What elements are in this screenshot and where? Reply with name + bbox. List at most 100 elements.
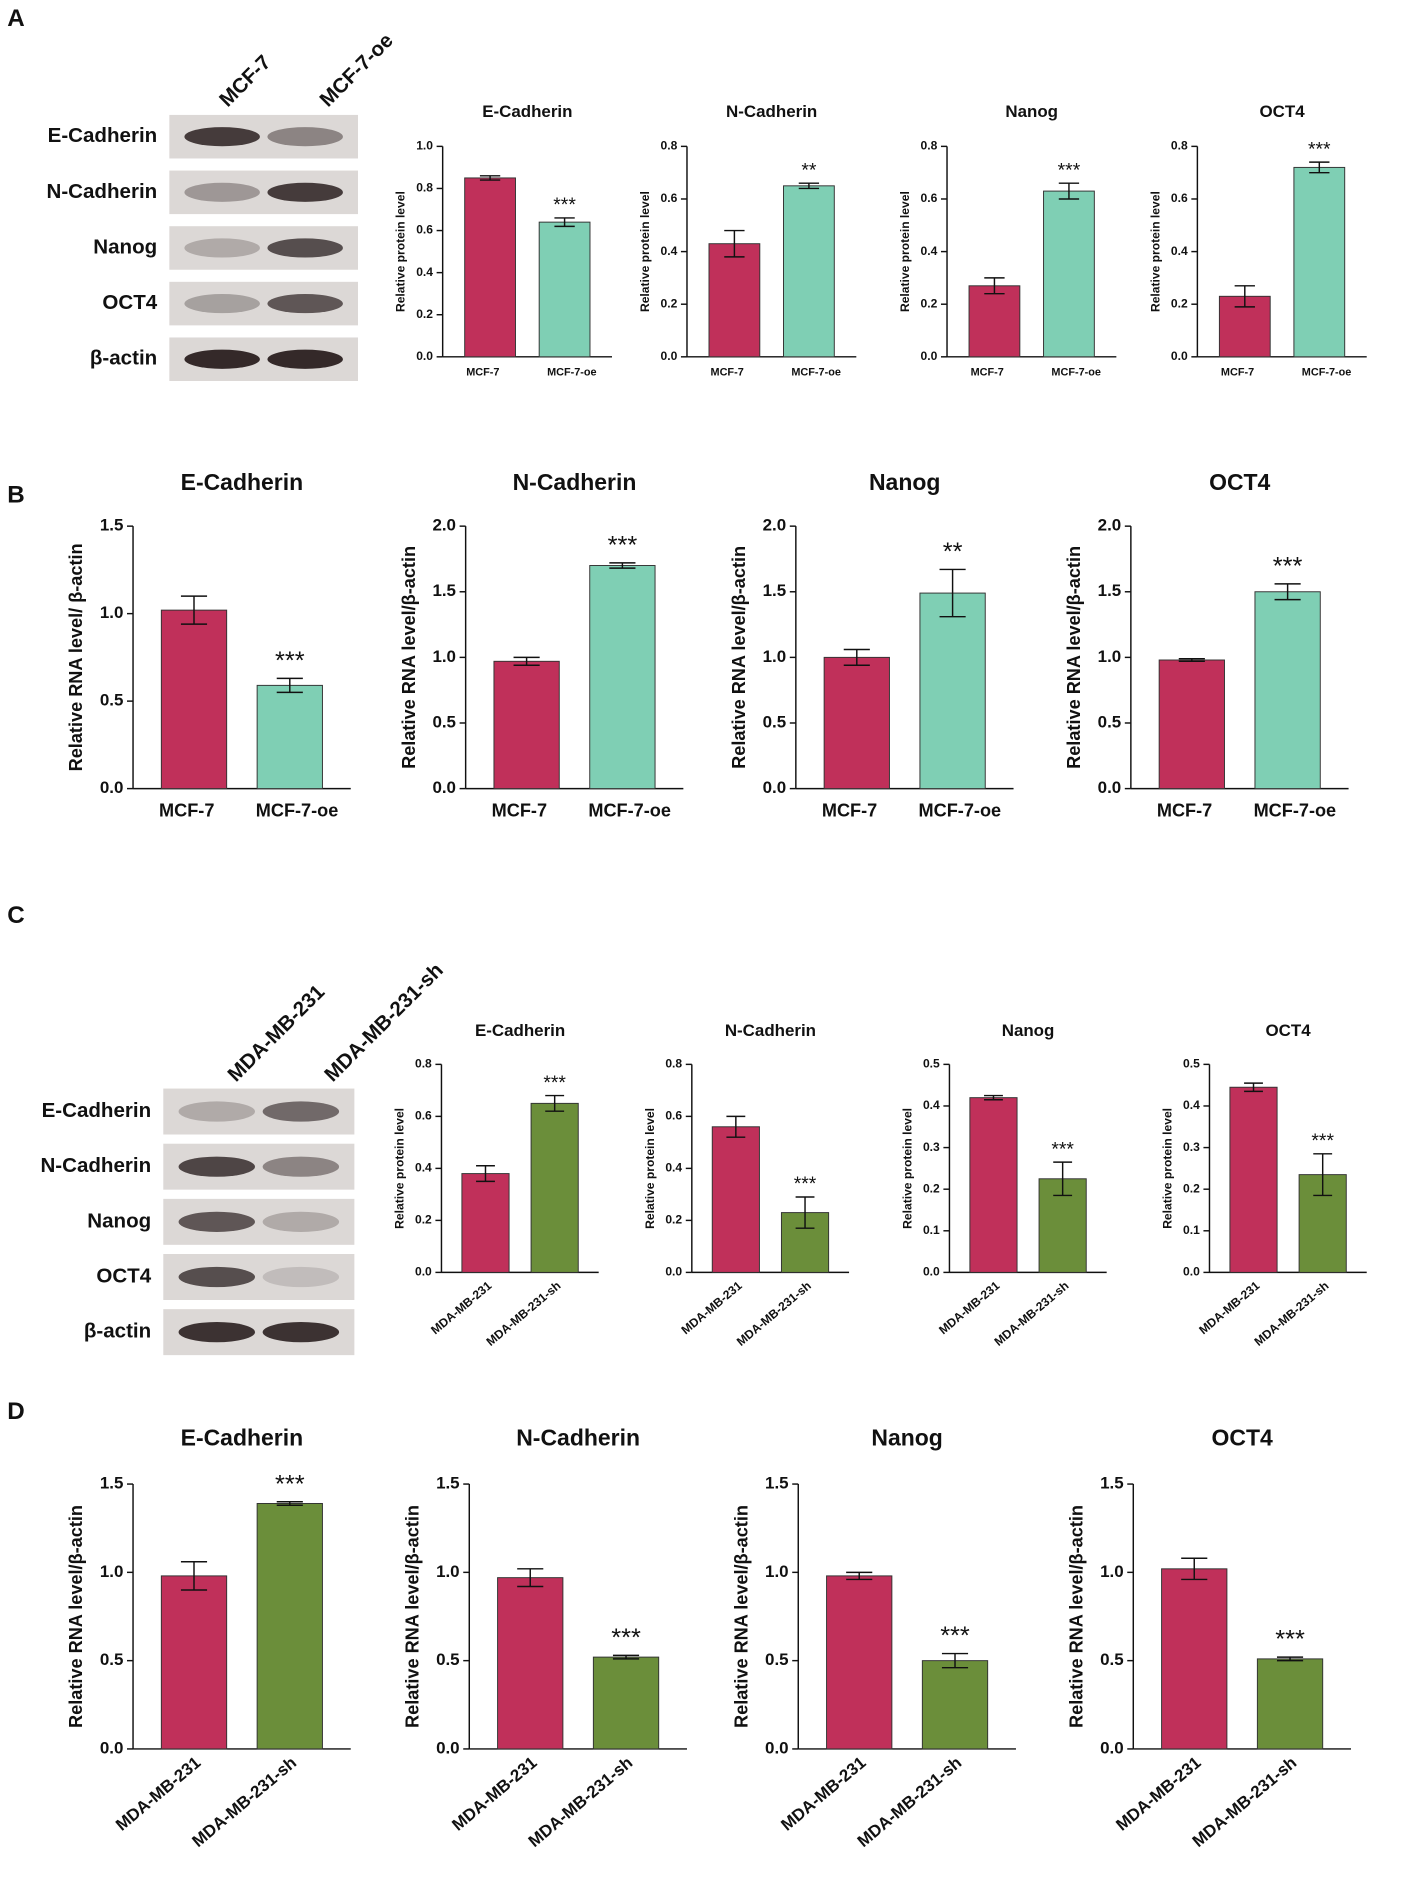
blot-band: [262, 1322, 340, 1343]
y-axis-label: Relative RNA level/β-actin: [402, 1505, 422, 1728]
y-tick-label: 0.0: [436, 1738, 460, 1757]
y-tick-label: 0.0: [100, 1738, 124, 1757]
y-tick-label: 0.5: [100, 1650, 124, 1669]
significance: ***: [1058, 159, 1081, 181]
chart-title: OCT4: [1212, 1424, 1273, 1450]
error-bar: [798, 182, 820, 190]
y-tick-label: 1.0: [436, 1562, 460, 1581]
y-tick-label: 0.8: [415, 1057, 432, 1071]
bar: [592, 1656, 660, 1750]
bar: [256, 684, 323, 790]
y-axis-label: Relative RNA level/β-actin: [729, 546, 749, 769]
y-tick-label: 0.5: [763, 712, 787, 731]
y-tick-label: 1.5: [765, 1474, 789, 1493]
y-axis-label: Relative protein level: [1161, 1108, 1175, 1229]
y-tick-label: 0.4: [923, 1098, 940, 1112]
error-bar: [1053, 1161, 1073, 1197]
y-tick-label: 0.6: [415, 1109, 432, 1123]
y-tick-label: 0.2: [415, 1213, 432, 1227]
bar: [493, 660, 560, 790]
chart-title: E-Cadherin: [475, 1021, 565, 1040]
blot-band: [178, 1156, 256, 1177]
y-tick-label: 0.0: [921, 349, 938, 363]
x-tick-label: MDA-MB-231-sh: [854, 1753, 966, 1851]
panel-label: D: [7, 1398, 24, 1425]
blot-band: [184, 182, 260, 202]
bar: [823, 656, 890, 790]
x-tick-label: MDA-MB-231: [448, 1753, 540, 1835]
panel-label: A: [7, 5, 24, 32]
error-bar: [276, 677, 303, 694]
y-tick-label: 1.0: [100, 1562, 124, 1581]
y-axis-label: Relative RNA level/β-actin: [66, 1505, 86, 1728]
y-tick-label: 0.5: [1183, 1057, 1200, 1071]
chart-title: Nanog: [871, 1424, 942, 1450]
chart-title: N-Cadherin: [725, 1021, 816, 1040]
x-tick-label: MCF-7: [1221, 366, 1254, 378]
x-tick-label: MCF-7: [492, 800, 547, 820]
y-tick-label: 0.4: [416, 265, 433, 279]
y-tick-label: 0.0: [416, 349, 433, 363]
error-bar: [941, 1652, 969, 1669]
y-tick-label: 0.4: [661, 244, 678, 258]
y-axis-label: Relative RNA level/ β-actin: [66, 543, 86, 771]
blot-band: [184, 294, 260, 314]
y-tick-label: 0.6: [921, 191, 938, 205]
y-tick-label: 0.1: [923, 1223, 940, 1237]
significance: ***: [794, 1173, 817, 1195]
bar: [783, 185, 835, 358]
y-tick-label: 0.8: [661, 139, 678, 153]
error-bar: [984, 277, 1005, 295]
blot-row-label: Nanog: [87, 1209, 151, 1232]
y-tick-label: 0.2: [921, 296, 938, 310]
y-tick-label: 0.0: [1100, 1738, 1124, 1757]
chart-title: OCT4: [1266, 1021, 1312, 1040]
x-tick-label: MCF-7-oe: [547, 366, 597, 378]
y-tick-label: 0.2: [665, 1213, 682, 1227]
y-axis-label: Relative protein level: [901, 1108, 915, 1229]
x-tick-label: MDA-MB-231: [112, 1753, 204, 1835]
y-tick-label: 0.5: [765, 1650, 789, 1669]
y-tick-label: 0.5: [923, 1057, 940, 1071]
y-tick-label: 0.0: [100, 778, 124, 797]
lane-label: MCF-7: [215, 51, 276, 112]
y-tick-label: 1.0: [432, 647, 456, 666]
x-tick-label: MCF-7-oe: [919, 800, 1002, 820]
chart-title: E-Cadherin: [181, 469, 304, 495]
x-tick-label: MCF-7: [466, 366, 499, 378]
y-tick-label: 0.8: [665, 1057, 682, 1071]
bar: [1254, 591, 1321, 790]
error-bar: [1309, 161, 1330, 174]
y-axis-label: Relative protein level: [393, 1108, 407, 1229]
y-tick-label: 0.0: [661, 349, 678, 363]
bar: [921, 1660, 989, 1750]
significance: ***: [1051, 1138, 1074, 1160]
bar: [464, 177, 516, 358]
y-axis-label: Relative protein level: [643, 1108, 657, 1229]
significance: ***: [275, 647, 305, 675]
x-tick-label: MDA-MB-231-sh: [525, 1753, 637, 1851]
y-tick-label: 0.4: [1183, 1098, 1200, 1112]
x-tick-label: MDA-MB-231: [1196, 1278, 1262, 1337]
chart-title: OCT4: [1209, 469, 1270, 495]
blot-row-label: Nanog: [93, 235, 157, 258]
blot-band: [184, 349, 260, 369]
chart-title: E-Cadherin: [482, 102, 572, 121]
y-axis-label: Relative protein level: [394, 191, 408, 312]
blot-band: [262, 1156, 340, 1177]
blot-row-label: β-actin: [84, 1320, 151, 1343]
y-tick-label: 0.5: [100, 691, 124, 710]
x-tick-label: MDA-MB-231: [777, 1753, 869, 1835]
y-axis-label: Relative RNA level/β-actin: [1066, 1505, 1086, 1728]
y-tick-label: 1.0: [1100, 1562, 1124, 1581]
lane-label: MCF-7-oe: [315, 29, 397, 111]
y-tick-label: 0.0: [415, 1265, 432, 1279]
error-bar: [517, 1568, 544, 1588]
blot-row-label: E-Cadherin: [42, 1099, 152, 1122]
y-tick-label: 0.2: [661, 296, 678, 310]
y-tick-label: 0.5: [1100, 1650, 1124, 1669]
error-bar: [1276, 1656, 1304, 1662]
error-bar: [724, 229, 745, 258]
chart-title: N-Cadherin: [516, 1424, 640, 1450]
